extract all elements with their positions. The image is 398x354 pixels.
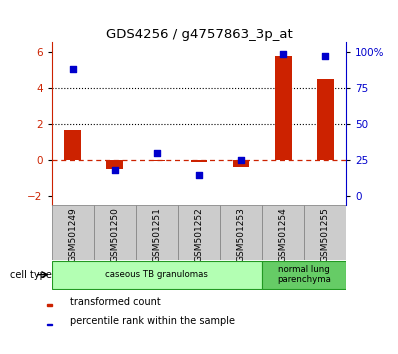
Text: GSM501254: GSM501254 bbox=[279, 207, 288, 262]
FancyBboxPatch shape bbox=[262, 205, 304, 260]
Text: percentile rank within the sample: percentile rank within the sample bbox=[70, 316, 235, 326]
FancyBboxPatch shape bbox=[136, 205, 178, 260]
Bar bbox=[191, 160, 207, 162]
Text: GSM501255: GSM501255 bbox=[321, 207, 330, 262]
Text: normal lung
parenchyma: normal lung parenchyma bbox=[277, 265, 331, 284]
FancyBboxPatch shape bbox=[178, 205, 220, 260]
FancyBboxPatch shape bbox=[220, 205, 262, 260]
Bar bbox=[47, 324, 52, 325]
Point bbox=[196, 172, 202, 177]
Point bbox=[70, 66, 76, 72]
FancyBboxPatch shape bbox=[52, 261, 262, 289]
Bar bbox=[47, 304, 52, 306]
Point bbox=[322, 53, 328, 59]
Text: caseous TB granulomas: caseous TB granulomas bbox=[105, 270, 209, 279]
Bar bbox=[233, 160, 250, 167]
Text: cell type: cell type bbox=[10, 270, 52, 280]
FancyBboxPatch shape bbox=[304, 205, 346, 260]
Text: GSM501253: GSM501253 bbox=[236, 207, 246, 262]
Text: transformed count: transformed count bbox=[70, 297, 161, 307]
Bar bbox=[317, 79, 334, 160]
Bar bbox=[106, 160, 123, 170]
Bar bbox=[64, 130, 81, 160]
Point bbox=[112, 167, 118, 173]
Text: GSM501249: GSM501249 bbox=[68, 207, 77, 262]
Bar bbox=[275, 56, 292, 160]
FancyBboxPatch shape bbox=[262, 261, 346, 289]
Bar bbox=[148, 160, 165, 161]
Title: GDS4256 / g4757863_3p_at: GDS4256 / g4757863_3p_at bbox=[105, 28, 293, 41]
FancyBboxPatch shape bbox=[94, 205, 136, 260]
FancyBboxPatch shape bbox=[52, 205, 94, 260]
Text: GSM501252: GSM501252 bbox=[195, 207, 203, 262]
Point bbox=[238, 157, 244, 163]
Text: GSM501250: GSM501250 bbox=[110, 207, 119, 262]
Point bbox=[280, 52, 286, 57]
Point bbox=[154, 150, 160, 156]
Text: GSM501251: GSM501251 bbox=[152, 207, 162, 262]
